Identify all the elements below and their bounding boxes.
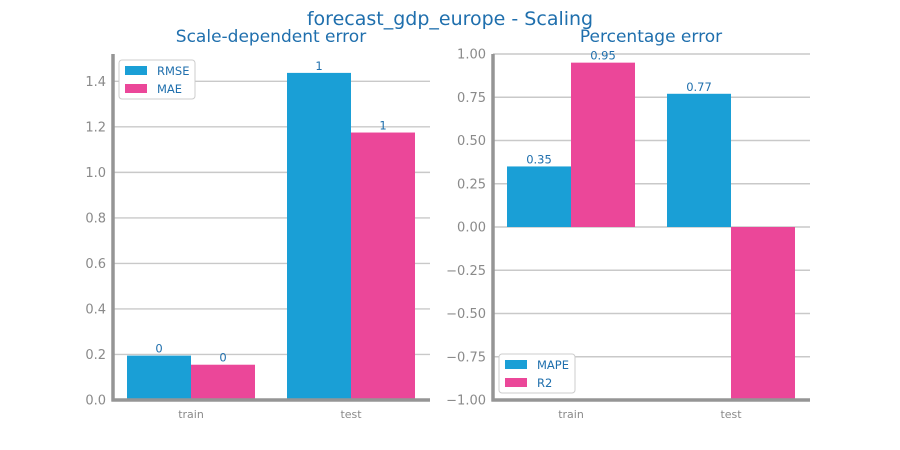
figure-title: forecast_gdp_europe - Scaling	[307, 8, 593, 30]
y-tick-label: 0.4	[85, 302, 106, 317]
bar-r2-test	[731, 227, 795, 400]
bar-r2-train	[571, 62, 635, 228]
legend: RMSE MAE	[118, 59, 196, 100]
legend-label: MAE	[157, 82, 182, 96]
y-tick-label: 0.0	[85, 394, 106, 409]
data-label: 0.77	[686, 80, 712, 94]
data-label: 0	[219, 351, 226, 365]
y-tick-label: −1.00	[446, 394, 486, 409]
legend-swatch	[125, 66, 147, 75]
bar-rmse-train	[127, 355, 191, 400]
y-tick-label: 0.00	[457, 221, 486, 236]
y-tick-label: 0.25	[457, 177, 486, 192]
data-label: 0	[155, 342, 162, 356]
bar-rmse-test	[287, 72, 351, 400]
y-tick-label: 1.0	[85, 166, 106, 181]
x-tick-label: train	[558, 408, 584, 421]
y-tick-label: −0.25	[446, 264, 486, 279]
bar-mape-test	[667, 93, 731, 227]
panel-title: Percentage error	[580, 27, 722, 47]
data-label: 1	[315, 59, 322, 73]
y-tick-label: −0.50	[446, 307, 486, 322]
legend-swatch	[505, 378, 527, 387]
y-tick-label: 0.75	[457, 91, 486, 106]
y-tick-label: 1.00	[457, 48, 486, 63]
bar-mae-train	[191, 364, 255, 400]
legend: MAPE R2	[498, 353, 576, 394]
legend-label: R2	[537, 376, 552, 390]
data-label: 0.95	[590, 49, 616, 63]
legend-swatch	[505, 360, 527, 369]
x-tick-label: test	[720, 408, 742, 421]
bar-mae-test	[351, 132, 415, 400]
legend-label: MAPE	[537, 358, 569, 372]
y-tick-label: 1.4	[85, 75, 106, 90]
chart-panel-scale-dependent: Scale-dependent error 0.0 0.2 0.4 0.6 0.8 1.0…	[85, 27, 430, 421]
legend-swatch	[125, 84, 147, 93]
y-tick-label: 0.6	[85, 257, 106, 272]
data-label: 1	[379, 119, 386, 133]
y-tick-label: 0.8	[85, 211, 106, 226]
x-tick-label: train	[178, 408, 204, 421]
y-tick-label: 0.50	[457, 134, 486, 149]
y-tick-label: 0.2	[85, 348, 106, 363]
y-tick-label: −0.75	[446, 350, 486, 365]
chart-panel-percentage: Percentage error −1.00 −0.75 −0.50 −0.25 0.0…	[446, 27, 810, 421]
legend-label: RMSE	[157, 64, 189, 78]
panel-title: Scale-dependent error	[176, 27, 366, 47]
bar-mape-train	[507, 166, 571, 227]
data-label: 0.35	[526, 152, 552, 166]
x-tick-label: test	[340, 408, 362, 421]
y-tick-label: 1.2	[85, 120, 106, 135]
